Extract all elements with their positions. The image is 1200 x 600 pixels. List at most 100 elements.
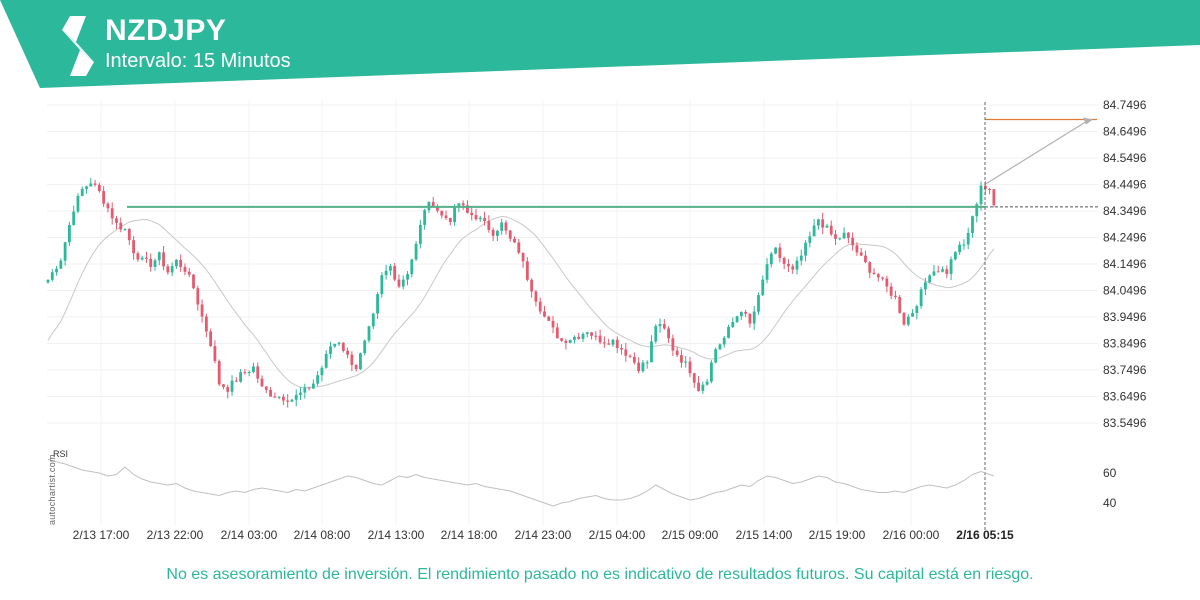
candle [461,200,465,210]
candle [624,343,628,362]
candle [667,326,670,343]
candle [436,204,439,213]
candle-body [774,247,777,254]
candle [543,305,546,318]
candle [175,259,178,269]
candle-body [102,191,106,204]
candle [620,344,623,355]
candle-body [547,316,551,321]
candle-body [196,288,200,305]
candle-body [924,282,927,290]
candle-body [701,384,705,391]
candle [928,274,932,284]
candle [247,370,251,377]
candle [958,241,962,255]
candle-body [363,340,367,354]
candle-body [906,316,910,325]
candle [757,292,760,315]
candle-body [919,289,923,307]
candle [632,352,636,365]
price-tick-label: 84.5496 [1103,151,1147,165]
candle-body [97,184,101,192]
moving-average-layer [47,215,995,388]
candle-body [637,362,641,372]
candle [200,299,204,323]
price-tick-label: 83.5496 [1103,416,1147,430]
candle-body [127,228,131,241]
candle [787,259,790,273]
candle [359,352,362,371]
candle [889,282,893,300]
candle [299,386,302,400]
candle-body [243,372,247,374]
candle [859,247,863,257]
candle-body [277,396,281,398]
candle-body [200,304,204,317]
candle-body [89,183,93,187]
candle [568,339,572,344]
candle-body [979,185,983,205]
candle [491,227,495,242]
candle [881,276,884,281]
candle [718,343,722,351]
candle-body [247,371,251,373]
candle [397,274,401,289]
candle [821,212,825,235]
candle [641,359,645,373]
candle [872,268,876,275]
candle [962,239,966,250]
candle [517,238,521,255]
candle [440,210,444,219]
candle [834,229,837,245]
candle-body [461,203,465,206]
candle [423,208,427,230]
candle [324,350,328,369]
candle [179,254,183,272]
candle [953,251,957,261]
candle-body [962,244,966,246]
candle-body [881,277,884,279]
candle [680,349,683,368]
candle [855,242,859,256]
rsi-label: RSI [53,449,68,459]
candle [560,338,563,343]
candle-body [192,274,195,289]
candle-body [825,225,829,228]
candle-body [744,311,748,314]
candle-body [778,247,782,258]
candle-body [487,220,491,230]
candle-body [406,274,409,280]
moving-average-line [47,215,995,388]
candle-body [303,387,307,393]
candle [115,215,118,230]
candle-body [153,260,157,267]
candle [222,383,225,390]
candle-body [727,326,730,338]
candle [842,227,846,240]
candle [410,258,414,278]
candle-body [911,313,914,317]
candle-body [46,279,50,283]
candle [710,360,713,384]
candle-body [389,266,392,271]
candle [769,251,773,268]
candle [975,202,979,223]
candle [264,386,268,394]
candle-body [418,224,422,244]
candle [504,220,508,235]
candle [804,240,807,262]
candle [774,247,777,255]
candle-body [204,316,208,332]
candle-body [564,340,568,343]
candle [919,287,923,309]
candle-body [662,324,666,329]
symbol-title: NZDJPY [105,14,227,47]
candle-body [256,366,260,379]
candle [252,362,255,374]
time-tick-label: 2/16 05:15 [956,528,1014,542]
candle-body [838,238,842,240]
candle [277,396,281,400]
candle [799,249,803,266]
candle [508,229,512,242]
candle [414,241,418,261]
